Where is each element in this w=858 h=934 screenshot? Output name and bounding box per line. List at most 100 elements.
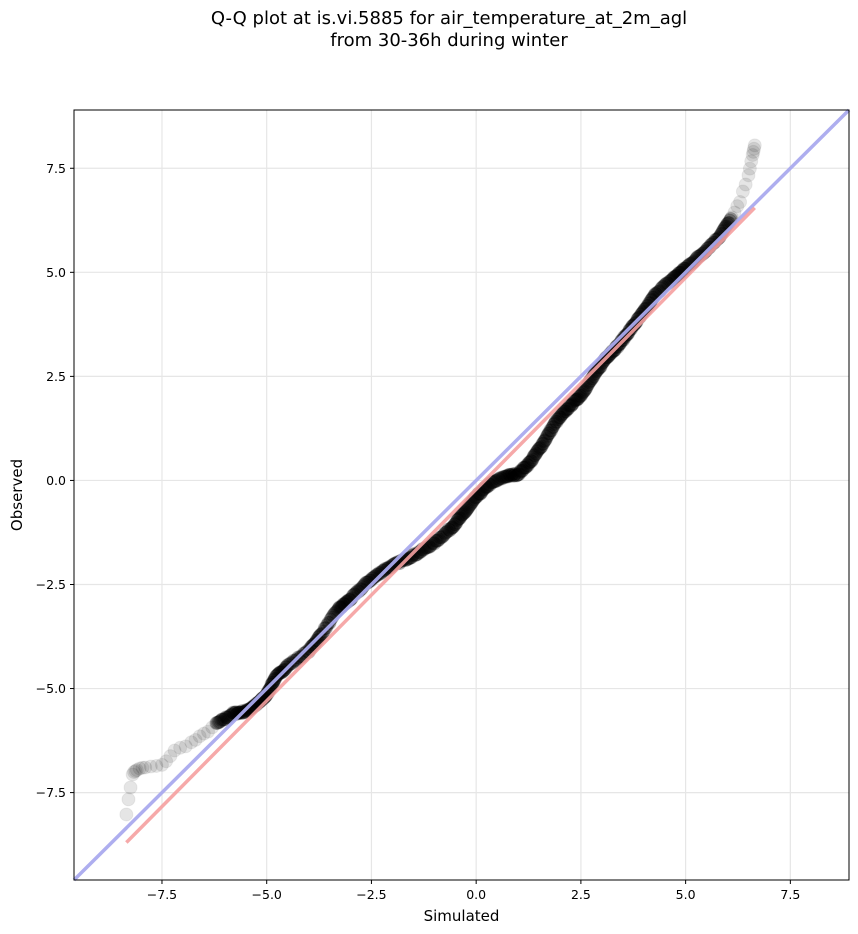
qq-point xyxy=(215,712,230,727)
qq-point xyxy=(572,388,587,403)
qq-point xyxy=(487,474,502,489)
qq-point xyxy=(119,807,134,822)
qq-point xyxy=(128,764,143,779)
qq-point xyxy=(272,665,287,680)
qq-point xyxy=(371,567,386,582)
qq-point xyxy=(537,434,552,449)
qq-point xyxy=(545,420,560,435)
qq-point xyxy=(451,512,466,527)
qq-point xyxy=(214,713,229,728)
qq-point xyxy=(510,468,525,483)
x-tick-label: 2.5 xyxy=(571,887,591,902)
qq-point xyxy=(578,382,593,397)
qq-point xyxy=(529,444,544,459)
qq-point xyxy=(222,709,237,724)
qq-point xyxy=(445,520,460,535)
qq-point xyxy=(727,205,742,220)
qq-point xyxy=(460,501,475,516)
y-tick-label: −5.0 xyxy=(36,681,66,696)
x-axis-label: Simulated xyxy=(424,907,500,925)
qq-point xyxy=(242,702,257,717)
qq-point xyxy=(512,465,527,480)
qq-point xyxy=(678,261,693,276)
qq-point xyxy=(459,503,474,518)
y-tick-label: 7.5 xyxy=(46,161,66,176)
qq-point xyxy=(554,408,569,423)
qq-point xyxy=(552,410,567,425)
qq-point xyxy=(555,406,570,421)
qq-point xyxy=(372,565,387,580)
qq-point xyxy=(127,765,142,780)
x-tick-label: 0.0 xyxy=(466,887,486,902)
qq-point xyxy=(269,668,284,683)
qq-point xyxy=(593,359,608,374)
qq-point xyxy=(733,195,748,210)
qq-point xyxy=(530,443,545,458)
qq-point xyxy=(742,161,757,176)
qq-point xyxy=(485,475,500,490)
qq-point xyxy=(533,440,548,455)
qq-point xyxy=(520,458,535,473)
chart-title-line-2: from 30-36h during winter xyxy=(330,30,568,51)
qq-point xyxy=(496,470,511,485)
qq-point xyxy=(539,429,554,444)
qq-point xyxy=(427,536,442,551)
qq-point xyxy=(549,414,564,429)
points-layer xyxy=(119,138,762,822)
qq-point xyxy=(570,392,585,407)
qq-point xyxy=(564,397,579,412)
qq-point xyxy=(488,473,503,488)
qq-point xyxy=(439,525,454,540)
qq-point xyxy=(562,398,577,413)
qq-point xyxy=(442,523,457,538)
qq-point xyxy=(494,471,509,486)
qq-point xyxy=(455,507,470,522)
qq-point xyxy=(423,538,438,553)
qq-point xyxy=(515,463,530,478)
qq-point xyxy=(747,138,762,153)
qq-point xyxy=(564,398,579,413)
qq-point xyxy=(521,455,536,470)
qq-point xyxy=(149,758,164,773)
qq-point xyxy=(447,517,462,532)
qq-point xyxy=(558,404,573,419)
qq-point xyxy=(490,473,505,488)
qq-point xyxy=(553,410,568,425)
qq-point xyxy=(569,393,584,408)
qq-point xyxy=(188,732,203,747)
qq-point xyxy=(121,792,136,807)
qq-point xyxy=(747,141,762,156)
qq-point xyxy=(462,497,477,512)
qq-point xyxy=(572,389,587,404)
qq-point xyxy=(503,468,518,483)
qq-point xyxy=(492,472,507,487)
grid-layer xyxy=(74,110,849,880)
qq-point xyxy=(263,680,278,695)
qq-point xyxy=(590,363,605,378)
qq-point xyxy=(184,735,199,750)
qq-point xyxy=(548,414,563,429)
qq-point xyxy=(502,467,517,482)
qq-point xyxy=(205,720,220,735)
qq-point xyxy=(621,325,636,340)
qq-point xyxy=(540,428,555,443)
qq-point xyxy=(421,539,436,554)
identity-reference-line xyxy=(72,108,851,882)
qq-point xyxy=(618,328,633,343)
qq-point xyxy=(138,760,153,775)
qq-point xyxy=(528,447,543,462)
qq-point xyxy=(538,432,553,447)
qq-point xyxy=(566,394,581,409)
qq-point xyxy=(201,724,216,739)
qq-point xyxy=(220,710,235,725)
qq-point xyxy=(544,423,559,438)
qq-point xyxy=(513,463,528,478)
chart-title: Q-Q plot at is.vi.5885 for air_temperatu… xyxy=(0,8,858,52)
qq-point xyxy=(422,539,437,554)
qq-point xyxy=(213,714,228,729)
qq-point xyxy=(500,468,515,483)
plot-frame xyxy=(73,109,850,881)
qq-point xyxy=(526,450,541,465)
qq-point xyxy=(724,210,739,225)
